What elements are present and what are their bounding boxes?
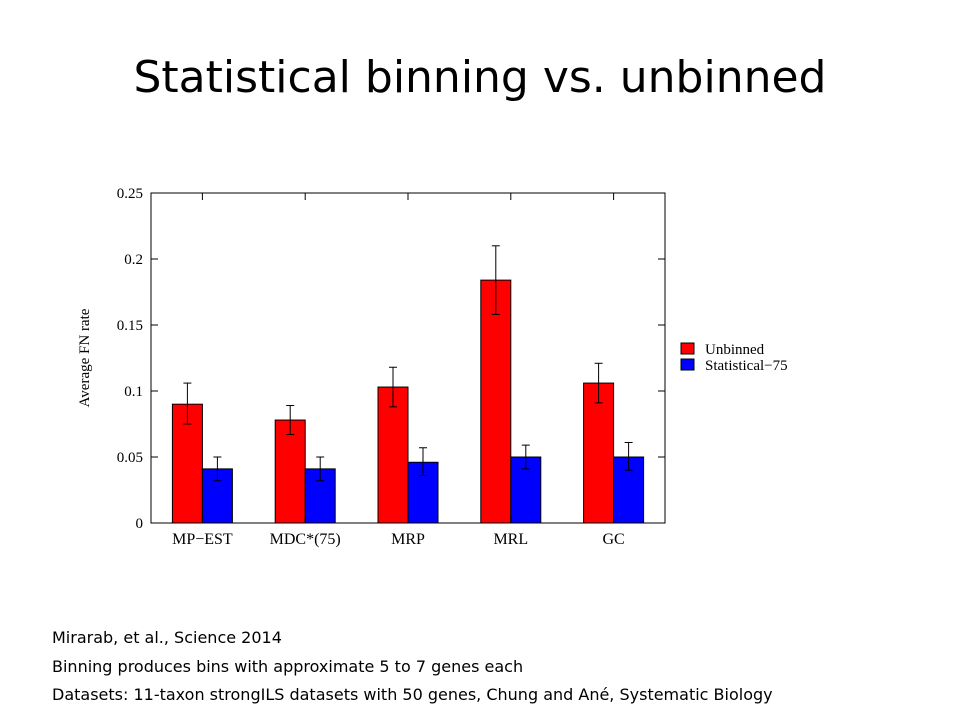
- slide-title: Statistical binning vs. unbinned: [133, 52, 827, 103]
- legend-label-unbinned: Unbinned: [705, 342, 765, 358]
- ticks-layer: 0 0.05 0.1 0.15 0.2 0.25 MP−EST MDC*(75) MRP MRL G…: [117, 186, 665, 548]
- unbinned-bar: [583, 382, 615, 524]
- legend-swatch-statistical: [680, 358, 695, 371]
- y-tick-label: 0.15: [117, 318, 143, 334]
- y-tick-label: 0: [136, 516, 144, 532]
- y-tick-label: 0.2: [124, 252, 143, 268]
- citation-caption: Mirarab, et al., Science 2014: [52, 628, 282, 647]
- y-axis-label: Average FN rate: [77, 308, 93, 407]
- legend-label-statistical: Statistical−75: [705, 358, 788, 374]
- x-tick-label: MP−EST: [172, 531, 233, 548]
- legend-swatch-unbinned: [680, 342, 695, 355]
- y-tick-label: 0.25: [117, 186, 143, 202]
- datasets-caption: Datasets: 11-taxon strongILS datasets wi…: [52, 685, 773, 704]
- unbinned-bar: [377, 386, 409, 524]
- y-tick-label: 0.05: [117, 450, 143, 466]
- x-tick-label: MDC*(75): [270, 531, 341, 548]
- binning-caption: Binning produces bins with approximate 5…: [52, 657, 524, 676]
- unbinned-bar: [274, 419, 306, 524]
- x-tick-label: GC: [602, 531, 624, 548]
- unbinned-bar: [480, 279, 512, 524]
- x-tick-label: MRP: [391, 531, 425, 548]
- y-tick-label: 0.1: [124, 384, 143, 400]
- x-tick-label: MRL: [493, 531, 528, 548]
- bars-layer: [171, 245, 645, 524]
- bar-chart: 0 0.05 0.1 0.15 0.2 0.25 MP−EST MDC*(75) MRP MRL G…: [77, 186, 788, 548]
